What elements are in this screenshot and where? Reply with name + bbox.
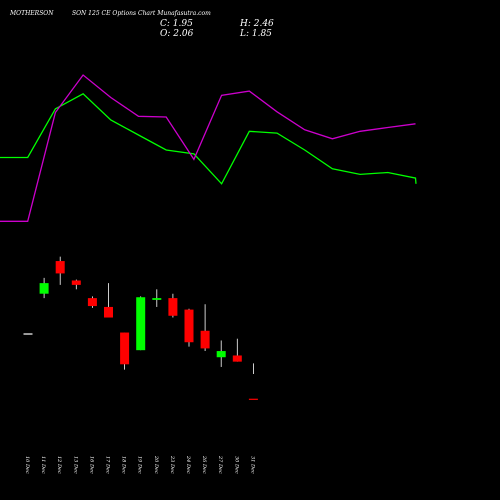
x-tick-label: 20 Dec	[153, 455, 159, 474]
x-axis-labels: 10 Dec 11 Dec 12 Dec 13 Dec 16 Dec 17 Dec 18 D…	[24, 455, 255, 474]
candle-body	[23, 333, 33, 335]
high-value: H: 2.46	[239, 19, 274, 29]
candles-layer	[23, 256, 258, 400]
candle-body	[232, 355, 242, 362]
x-tick-label: 16 Dec	[88, 456, 94, 474]
chart-symbol: MOTHERSON	[9, 10, 54, 17]
chart-subtitle: SON 125 CE Options Chart Munafasutra.com	[72, 10, 211, 17]
candle-body	[120, 332, 130, 365]
x-tick-label: 19 Dec	[137, 456, 143, 474]
x-tick-label: 23 Dec	[169, 455, 175, 474]
upper-band-line	[0, 93, 417, 185]
open-value: O: 2.06	[160, 29, 194, 39]
x-tick-label: 11 Dec	[40, 456, 46, 474]
x-tick-label: 10 Dec	[24, 456, 30, 474]
candle-body	[248, 398, 258, 400]
x-tick-label: 24 Dec	[185, 455, 191, 474]
x-tick-label: 30 Dec	[233, 456, 239, 474]
candle-body	[216, 351, 226, 358]
x-tick-label: 17 Dec	[105, 456, 111, 474]
candle-body	[87, 298, 97, 307]
x-tick-label: 13 Dec	[72, 456, 78, 474]
x-tick-label: 18 Dec	[121, 456, 127, 474]
x-tick-label: 26 Dec	[201, 455, 207, 474]
candle-body	[104, 306, 113, 318]
lower-band-line	[0, 74, 416, 222]
bands-layer	[0, 74, 417, 222]
x-tick-label: 31 Dec	[249, 456, 255, 474]
close-value: C: 1.95	[160, 19, 193, 29]
candle-body	[71, 280, 81, 285]
candle-body	[184, 309, 194, 343]
candle-body	[39, 283, 49, 294]
x-tick-label: 12 Dec	[56, 456, 62, 474]
candle-body	[55, 261, 65, 274]
candle-body	[200, 330, 210, 349]
low-value: L: 1.85	[239, 29, 272, 39]
candle-body	[152, 298, 162, 300]
candle-body	[136, 297, 146, 351]
candle-body	[168, 298, 178, 316]
x-tick-label: 27 Dec	[217, 455, 223, 474]
